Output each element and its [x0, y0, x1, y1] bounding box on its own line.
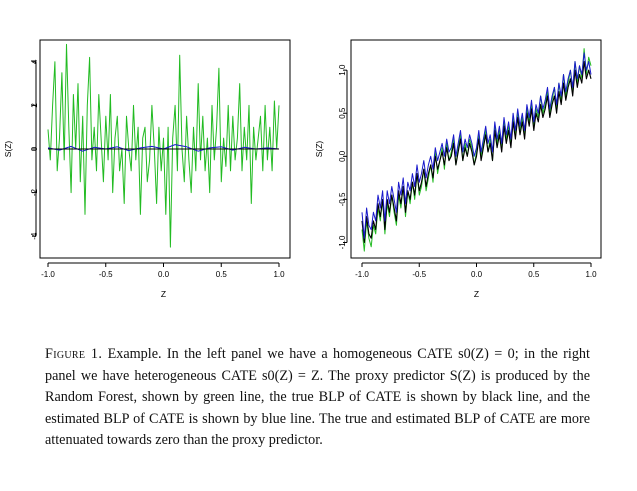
left-x-tick-label: -1.0 [41, 270, 55, 279]
left-y-tick-label: 2 [30, 103, 39, 108]
right-x-tick-label: 1.0 [585, 270, 597, 279]
left-y-tick-label: -4 [30, 232, 39, 240]
figure: -1.0 -0.5 0.0 0.5 1.0 -4 -2 0 2 4 Z S(Z) -1.0 -0.5 0.… [3, 39, 602, 299]
left-y-axis-title: S(Z) [3, 141, 13, 158]
left-y-tick-label: 0 [30, 146, 39, 151]
left-x-tick-label: 0.5 [216, 270, 228, 279]
right-y-tick-label: 0.5 [338, 107, 347, 119]
caption-label: Figure 1. [45, 346, 103, 362]
left-series-0-line [47, 43, 280, 248]
figure-caption: Figure 1. Example. In the left panel we … [45, 344, 590, 452]
left-plot-frame [39, 39, 291, 259]
right-series-0-line [361, 48, 592, 252]
right-x-tick-label: -1.0 [355, 270, 369, 279]
left-x-axis-title: Z [161, 289, 166, 299]
right-y-tick-label: 1.0 [338, 64, 347, 76]
right-x-tick-label: 0.5 [528, 270, 540, 279]
right-y-axis-title: S(Z) [314, 141, 324, 158]
right-x-axis-title: Z [474, 289, 479, 299]
left-x-tick-label: 1.0 [273, 270, 285, 279]
right-x-tick-label: -0.5 [412, 270, 426, 279]
right-x-tick-label: 0.0 [471, 270, 483, 279]
right-panel: -1.0 -0.5 0.0 0.5 1.0 -1.0 -0.5 0.0 0.5 1.0 Z S(Z) [314, 39, 602, 299]
right-plot-frame [350, 39, 602, 259]
left-panel: -1.0 -0.5 0.0 0.5 1.0 -4 -2 0 2 4 Z S(Z) [3, 39, 291, 299]
left-x-tick-label: -0.5 [99, 270, 113, 279]
right-y-tick-label: 0.0 [338, 150, 347, 162]
left-y-tick-label: -2 [30, 188, 39, 196]
right-y-tick-label: -0.5 [338, 192, 347, 206]
right-series-1-line [361, 60, 592, 244]
right-y-tick-label: -1.0 [338, 235, 347, 249]
left-x-tick-label: 0.0 [158, 270, 170, 279]
left-y-tick-label: 4 [30, 59, 39, 64]
right-series-2-line [361, 52, 592, 239]
caption-text: Example. In the left panel we have a hom… [45, 346, 590, 449]
